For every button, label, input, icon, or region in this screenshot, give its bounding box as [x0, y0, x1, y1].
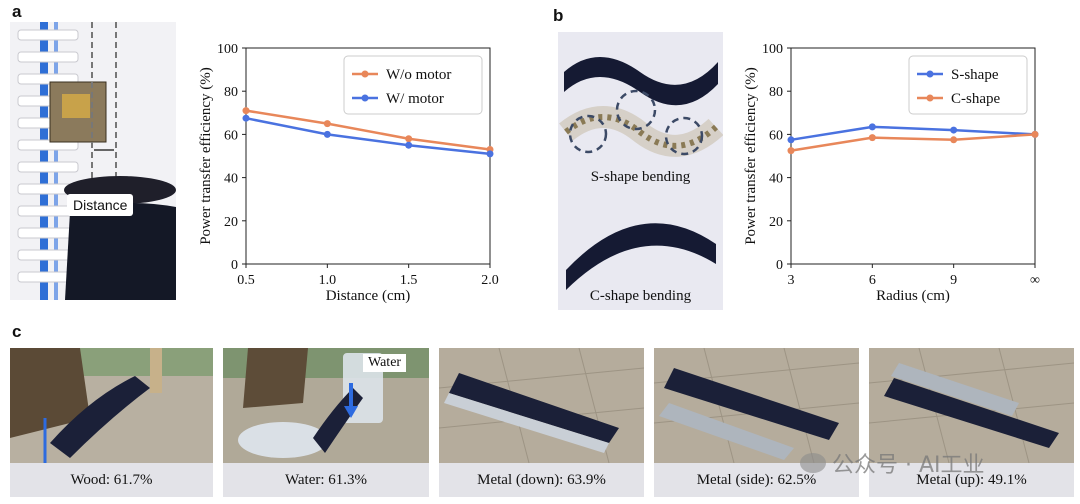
water-label: Water	[363, 354, 407, 372]
x-tick-label: 2.0	[481, 273, 499, 288]
panel-label-c: c	[12, 322, 22, 341]
caption-metal-up: Metal (up): 49.1%	[869, 463, 1074, 497]
series-line	[245, 109, 491, 151]
legend-marker	[361, 70, 369, 78]
caption-metal-down: Metal (down): 63.9%	[439, 463, 644, 497]
plot-frame	[790, 47, 1036, 265]
x-tick-label: 9	[950, 273, 957, 288]
data-point	[950, 136, 958, 144]
data-point	[405, 135, 413, 143]
panel-label-a: a	[12, 2, 22, 21]
distance-label: Distance	[67, 194, 134, 216]
caption-water: Water: 61.3%	[223, 463, 429, 497]
panel-label-b: b	[553, 6, 564, 25]
y-tick-label: 60	[224, 128, 238, 143]
x-axis-label: Distance (cm)	[326, 288, 411, 304]
watermark-text: 公众号 · AI工业	[832, 453, 985, 478]
data-point	[1031, 130, 1039, 138]
y-tick-label: 20	[769, 215, 783, 230]
data-point	[868, 123, 876, 131]
x-tick-label: 1.0	[319, 273, 337, 288]
robot-coil-illustration	[10, 22, 176, 300]
photo-wood	[10, 348, 213, 463]
series-line	[245, 116, 491, 156]
x-tick-label: 3	[788, 273, 795, 288]
c-shape-label: C-shape bending	[589, 288, 692, 304]
y-tick-label: 20	[224, 215, 238, 230]
y-tick-label: 40	[769, 172, 783, 187]
caption-metal-side: Metal (side): 62.5%	[654, 463, 859, 497]
legend-label: C-shape	[951, 91, 1000, 107]
wechat-icon	[800, 453, 826, 473]
legend-marker	[926, 94, 934, 102]
photo-water: Water	[223, 348, 429, 463]
photo-metal-side	[654, 348, 859, 463]
data-point	[950, 126, 958, 134]
data-point	[868, 134, 876, 142]
y-tick-label: 0	[231, 258, 238, 273]
bending-photo: S-shape bending C-shape bending	[558, 32, 723, 310]
x-tick-label: 1.5	[400, 273, 418, 288]
data-point	[787, 136, 795, 144]
x-tick-label: ∞	[1030, 273, 1040, 288]
legend-marker	[361, 94, 369, 102]
y-axis-label: Power transfer efficiency (%)	[198, 67, 214, 245]
x-tick-label: 0.5	[237, 273, 255, 288]
data-point	[323, 120, 331, 128]
y-axis-label: Power transfer efficiency (%)	[743, 67, 759, 245]
chart-radius: 0 20 40 60 80 100 3 6 9 ∞ Radius (cm) Power transfe…	[743, 42, 1040, 304]
data-point	[323, 130, 331, 138]
x-axis-label: Radius (cm)	[876, 288, 950, 304]
y-tick-label: 80	[769, 85, 783, 100]
data-point	[242, 107, 250, 115]
x-tick-label: 6	[869, 273, 876, 288]
data-point	[787, 147, 795, 155]
y-tick-label: 100	[762, 42, 783, 57]
s-shape-label: S-shape bending	[590, 169, 691, 185]
series-line	[790, 133, 1036, 152]
caption-wood: Wood: 61.7%	[10, 463, 213, 497]
y-tick-label: 80	[224, 85, 238, 100]
legend-label: W/o motor	[386, 67, 451, 83]
y-tick-label: 100	[217, 42, 238, 57]
y-tick-label: 60	[769, 128, 783, 143]
data-point	[486, 150, 494, 158]
legend-box	[343, 55, 483, 115]
data-point	[405, 141, 413, 149]
bending-illustration	[559, 57, 723, 290]
series-line	[790, 125, 1036, 142]
photo-metal-down	[439, 348, 644, 463]
legend-marker	[926, 70, 934, 78]
legend-box	[908, 55, 1028, 115]
robot-coil-photo: Distance	[10, 22, 176, 300]
legend-label: W/ motor	[386, 91, 444, 107]
y-tick-label: 40	[224, 172, 238, 187]
data-point	[242, 114, 250, 122]
photo-metal-up	[869, 348, 1074, 463]
y-tick-label: 0	[776, 258, 783, 273]
legend-label: S-shape	[951, 67, 999, 83]
chart-distance: 0 20 40 60 80 100 0.5 1.0 1.5 2.0 Distance (cm) Pow…	[198, 42, 499, 304]
watermark: 公众号 · AI工业	[800, 447, 985, 479]
